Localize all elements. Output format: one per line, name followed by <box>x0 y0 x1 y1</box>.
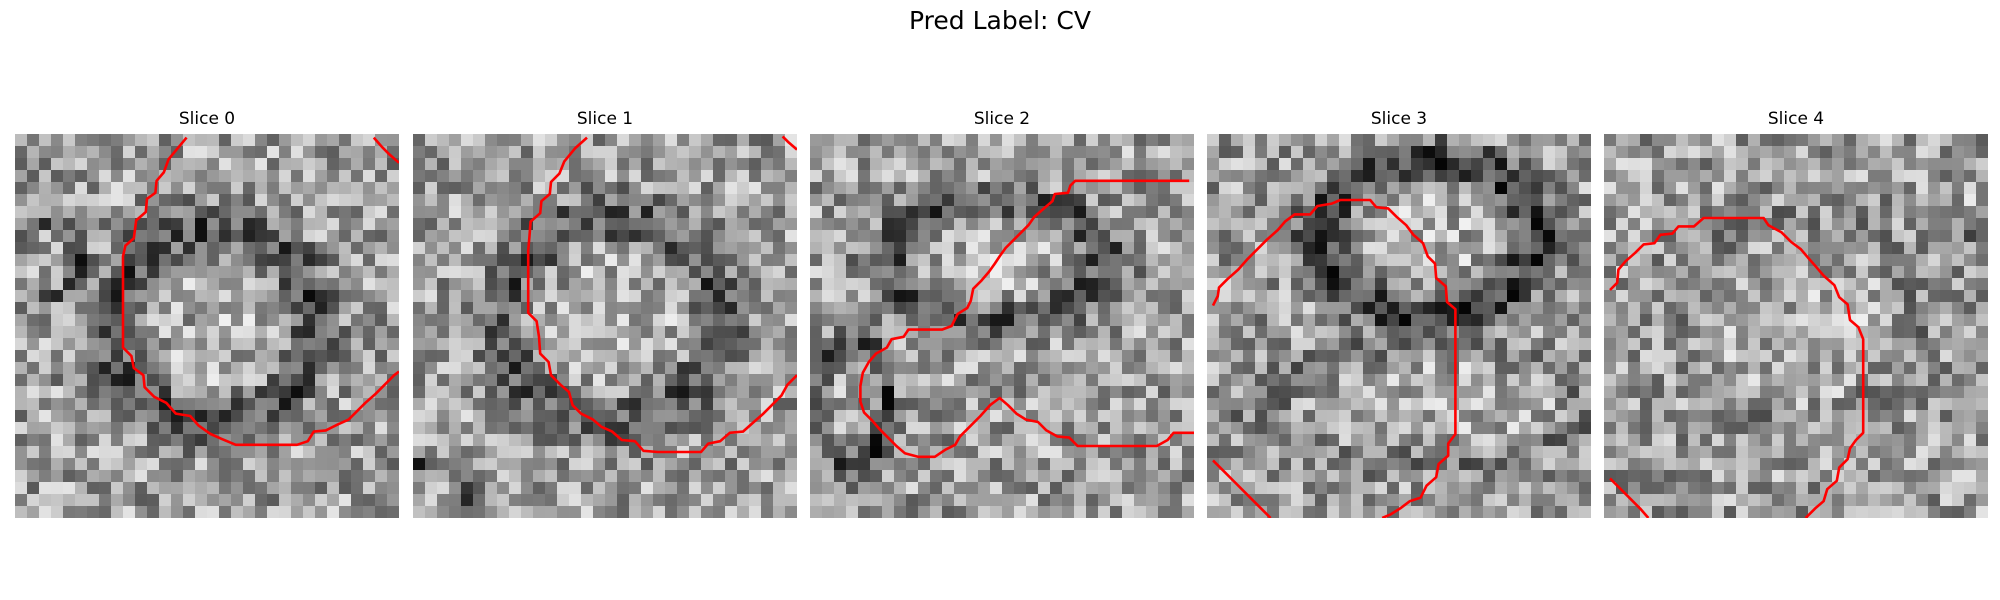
contour-overlay <box>1211 198 1457 518</box>
figure-title: Pred Label: CV <box>909 6 1091 35</box>
contour-overlay <box>859 179 1194 459</box>
slice-image <box>15 134 399 518</box>
slice-panel-2: Slice 2 <box>810 108 1194 518</box>
slice-panel-1: Slice 1 <box>413 108 797 518</box>
contour-line <box>1212 459 1272 518</box>
slice-image <box>810 134 1194 518</box>
contour-line <box>526 136 797 454</box>
slice-title: Slice 2 <box>973 109 1031 129</box>
contour-line <box>372 136 399 164</box>
slice-panel-0: Slice 0 <box>15 108 399 518</box>
slice-title: Slice 4 <box>1767 109 1825 129</box>
contour-overlay <box>1609 216 1865 518</box>
slice-title: Slice 0 <box>178 109 236 129</box>
slice-title: Slice 1 <box>576 109 634 129</box>
contour-line <box>1609 216 1865 518</box>
slice-image <box>1207 134 1591 518</box>
grayscale-image <box>15 134 399 518</box>
grayscale-image <box>1604 134 1988 518</box>
grayscale-image <box>1207 134 1591 518</box>
slice-title: Slice 3 <box>1370 109 1428 129</box>
slice-panel-3: Slice 3 <box>1207 108 1591 518</box>
grayscale-image <box>413 134 797 518</box>
slice-panel-4: Slice 4 <box>1604 108 1988 518</box>
contour-line <box>859 179 1194 459</box>
contour-line <box>781 135 797 151</box>
contour-overlay <box>121 136 399 447</box>
contour-overlay <box>526 135 797 454</box>
contour-line <box>121 136 399 447</box>
slice-image <box>1604 134 1988 518</box>
slice-image <box>413 134 797 518</box>
contour-line <box>1211 198 1457 518</box>
contour-line <box>1609 477 1650 518</box>
grayscale-image <box>810 134 1194 518</box>
